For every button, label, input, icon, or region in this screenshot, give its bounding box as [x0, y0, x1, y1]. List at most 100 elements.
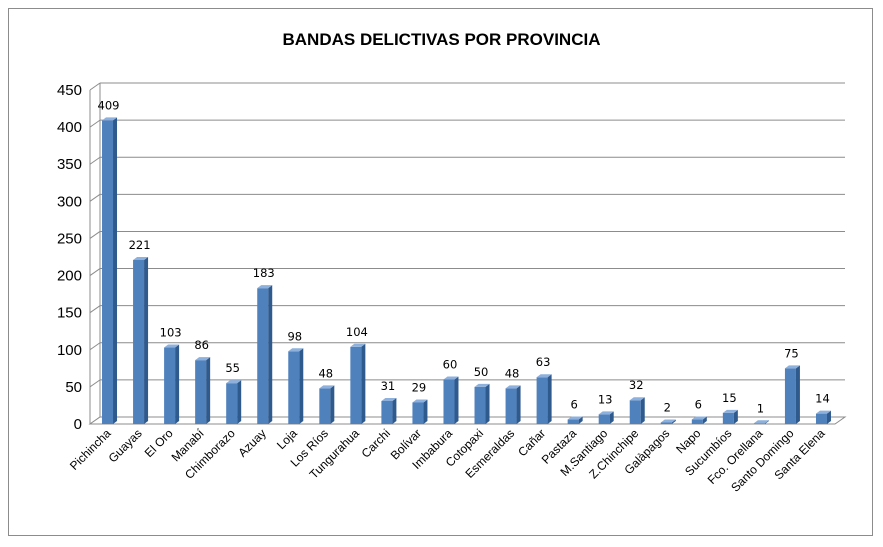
y-tick-label: 100: [57, 342, 82, 359]
data-label: 103: [160, 326, 182, 340]
bar: [536, 377, 548, 424]
data-label: 55: [225, 361, 240, 375]
bar-top: [474, 383, 490, 387]
bar-top: [102, 117, 118, 121]
data-label: 6: [695, 398, 702, 412]
bar-side: [795, 365, 800, 424]
bar: [226, 383, 238, 424]
bar-side: [237, 380, 242, 424]
data-label: 1: [757, 401, 764, 415]
bar-top: [164, 344, 180, 348]
bar-top: [381, 397, 397, 401]
bar: [722, 412, 734, 424]
bar-side: [671, 419, 676, 424]
bar: [319, 388, 331, 424]
y-tick-label: 0: [74, 416, 82, 433]
y-tick-label: 250: [57, 230, 82, 247]
bar: [381, 400, 393, 424]
bar: [195, 360, 207, 424]
bar-side: [733, 409, 738, 424]
bar-top: [195, 357, 211, 361]
bar: [784, 368, 796, 424]
bar: [412, 402, 424, 424]
bar-top: [815, 410, 831, 414]
bar-top: [133, 256, 149, 260]
plot-area: 050100150200250300350400450409Pichincha2…: [57, 82, 847, 495]
bar-top: [505, 385, 521, 389]
bar: [505, 388, 517, 424]
data-label: 221: [129, 238, 151, 252]
bar-side: [206, 357, 211, 424]
bar: [257, 288, 269, 424]
bar-top: [567, 416, 583, 420]
bar-top: [443, 376, 459, 380]
data-label: 14: [815, 392, 830, 406]
bar: [815, 413, 827, 424]
bar: [133, 259, 145, 424]
data-label: 63: [536, 355, 551, 369]
bar: [350, 346, 362, 424]
gridline-side: [89, 193, 101, 202]
bar-top: [629, 397, 645, 401]
y-tick-label: 450: [57, 82, 82, 99]
bar-top: [257, 285, 273, 289]
bar-top: [536, 374, 552, 378]
gridline-side: [89, 379, 101, 388]
bar: [629, 400, 641, 424]
data-label: 13: [598, 392, 613, 406]
bar-side: [702, 416, 707, 424]
bar-side: [578, 416, 583, 424]
data-label: 86: [194, 338, 209, 352]
data-label: 48: [318, 366, 333, 380]
bar-side: [454, 376, 459, 424]
chart-title: BANDAS DELICTIVAS POR PROVINCIA: [282, 30, 601, 49]
bar-top: [319, 385, 335, 389]
x-tick-label: Azuay: [235, 426, 268, 459]
y-tick-label: 200: [57, 268, 82, 285]
data-label: 6: [570, 398, 577, 412]
x-tick-label: Guayas: [106, 426, 145, 465]
data-label: 104: [346, 325, 368, 339]
data-label: 29: [412, 380, 427, 394]
bar-side: [268, 285, 273, 424]
bar-side: [826, 410, 831, 424]
bar-side: [516, 385, 521, 424]
data-label: 60: [443, 357, 458, 371]
y-tick-label: 400: [57, 119, 82, 136]
bar: [102, 120, 114, 424]
gridline-side: [89, 82, 101, 91]
bar-top: [722, 409, 738, 413]
x-tick-label: Loja: [274, 426, 300, 452]
bar-side: [392, 397, 397, 424]
chart-frame: [8, 8, 873, 536]
gridline-side: [89, 119, 101, 128]
data-label: 409: [98, 98, 120, 112]
bar: [660, 422, 672, 424]
bar-top: [598, 411, 614, 415]
bar-side: [330, 385, 335, 424]
bar-side: [423, 399, 428, 424]
x-tick-label: Pichincha: [67, 426, 114, 473]
gridline-side: [89, 156, 101, 165]
chart-floor: [88, 416, 847, 425]
y-tick-label: 150: [57, 305, 82, 322]
bar-side: [361, 343, 366, 424]
bar-side: [299, 348, 304, 424]
bar: [567, 419, 579, 424]
data-label: 15: [722, 391, 737, 405]
bar: [443, 379, 455, 424]
bar: [753, 423, 765, 424]
bar-top: [784, 365, 800, 369]
data-label: 32: [629, 378, 644, 392]
data-label: 2: [664, 401, 671, 415]
bar: [598, 414, 610, 424]
bar: [691, 419, 703, 424]
bar-top: [412, 399, 428, 403]
bar-top: [660, 419, 676, 423]
gridline-side: [89, 231, 101, 239]
bar: [288, 351, 300, 424]
bar-top: [691, 416, 707, 420]
bar-top: [226, 380, 242, 384]
data-label: 31: [381, 379, 396, 393]
